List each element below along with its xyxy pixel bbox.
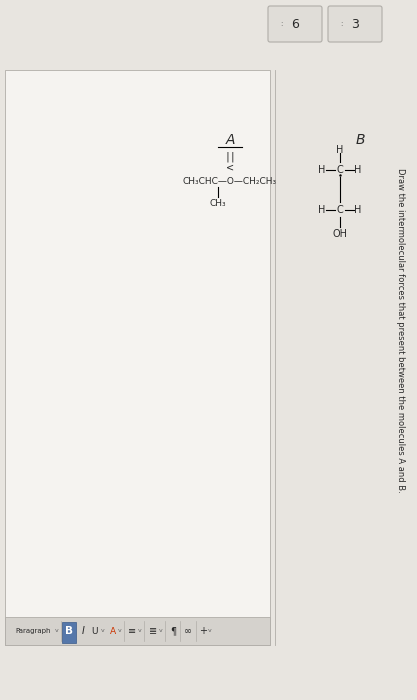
Text: U: U xyxy=(92,626,98,636)
Text: :: : xyxy=(340,21,342,27)
Text: Draw the intermolecular forces that present between the molecules A and B.: Draw the intermolecular forces that pres… xyxy=(395,167,404,492)
Text: H: H xyxy=(354,205,362,215)
Text: A: A xyxy=(225,133,235,147)
Text: ||: || xyxy=(224,152,236,162)
Text: ∞: ∞ xyxy=(184,626,192,636)
FancyBboxPatch shape xyxy=(268,6,322,42)
Text: v: v xyxy=(208,629,212,634)
Text: v: v xyxy=(118,629,122,634)
Text: CH₃CHC—O—CH₂CH₃: CH₃CHC—O—CH₂CH₃ xyxy=(183,178,277,186)
Text: 3: 3 xyxy=(351,18,359,31)
Text: v: v xyxy=(138,629,142,634)
Bar xyxy=(5,617,270,645)
Text: CH₃: CH₃ xyxy=(210,199,226,209)
Text: Paragraph: Paragraph xyxy=(15,628,51,634)
Text: ≡: ≡ xyxy=(128,626,136,636)
FancyBboxPatch shape xyxy=(328,6,382,42)
Text: OH: OH xyxy=(332,229,347,239)
FancyBboxPatch shape xyxy=(63,622,76,643)
Text: +: + xyxy=(199,626,207,636)
Text: v: v xyxy=(55,629,59,634)
Text: H: H xyxy=(354,165,362,175)
Text: v: v xyxy=(159,629,163,634)
Text: 6: 6 xyxy=(291,18,299,31)
Text: H: H xyxy=(318,165,326,175)
Bar xyxy=(5,70,270,645)
Text: <: < xyxy=(226,162,234,172)
Text: B: B xyxy=(65,626,73,636)
Text: A: A xyxy=(110,626,116,636)
Text: v: v xyxy=(101,629,105,634)
Text: C: C xyxy=(337,165,343,175)
Text: H: H xyxy=(337,145,344,155)
Text: ¶: ¶ xyxy=(170,626,176,636)
Text: B: B xyxy=(355,133,365,147)
Text: :: : xyxy=(280,21,282,27)
Text: ≣: ≣ xyxy=(149,626,157,636)
Text: I: I xyxy=(82,626,84,636)
Text: C: C xyxy=(337,205,343,215)
Text: H: H xyxy=(318,205,326,215)
